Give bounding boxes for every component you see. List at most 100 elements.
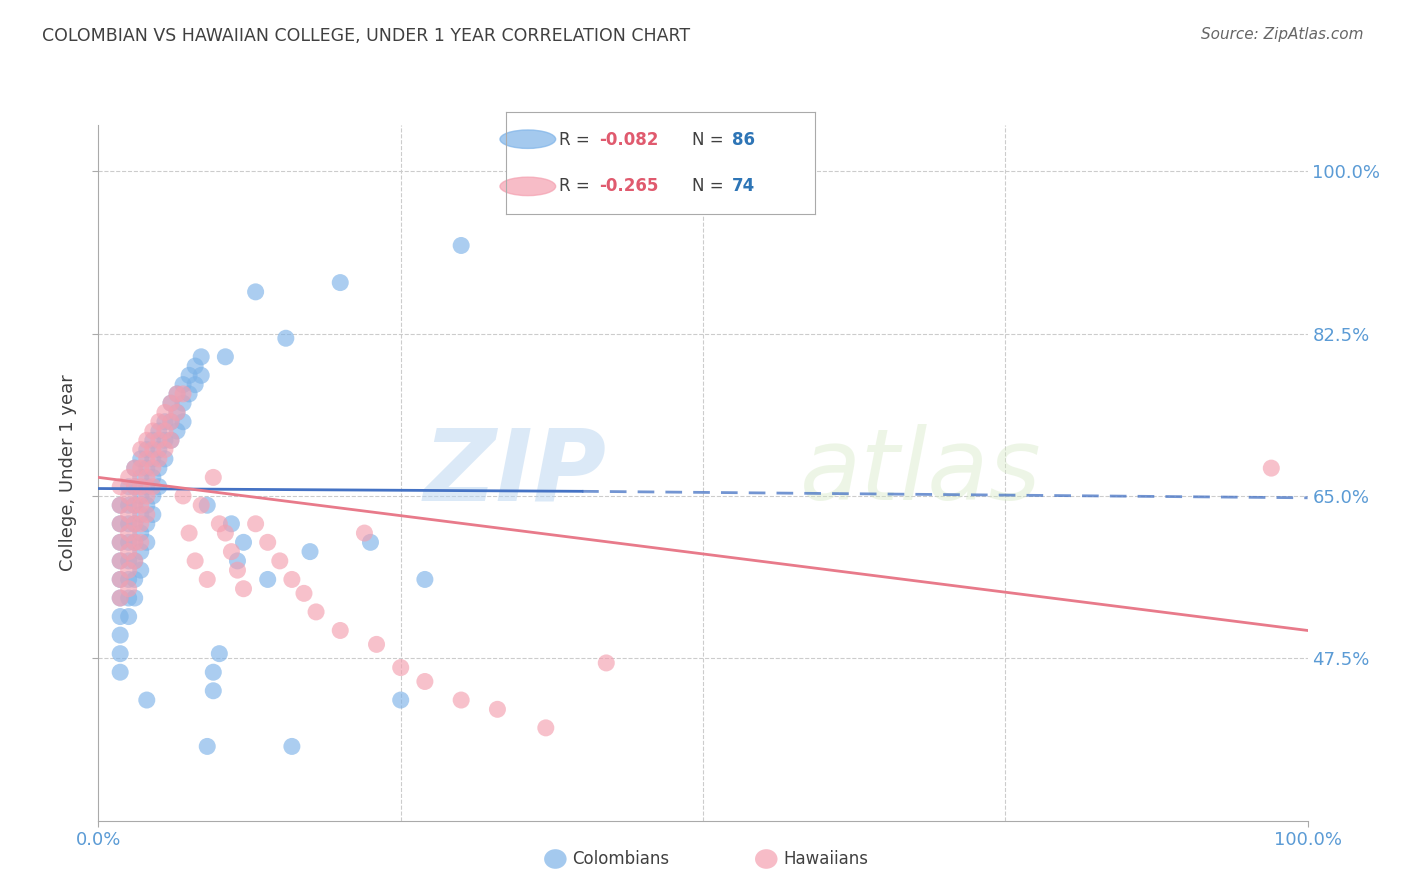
Point — [160, 415, 183, 429]
Point — [108, 591, 131, 605]
Point — [108, 554, 131, 568]
Text: atlas: atlas — [800, 425, 1042, 521]
Point — [281, 739, 304, 754]
Text: N =: N = — [692, 178, 728, 195]
Point — [153, 405, 176, 419]
Point — [124, 461, 146, 475]
Point — [124, 591, 146, 605]
Point — [108, 647, 131, 661]
Point — [195, 573, 218, 587]
Point — [142, 480, 165, 494]
Point — [118, 535, 141, 549]
Text: COLOMBIAN VS HAWAIIAN COLLEGE, UNDER 1 YEAR CORRELATION CHART: COLOMBIAN VS HAWAIIAN COLLEGE, UNDER 1 Y… — [42, 27, 690, 45]
Point — [153, 415, 176, 429]
Point — [108, 665, 131, 680]
Point — [108, 628, 131, 642]
Point — [172, 377, 194, 392]
Point — [202, 470, 225, 484]
Point — [166, 405, 188, 419]
Point — [1260, 461, 1282, 475]
Point — [184, 359, 207, 373]
Point — [208, 516, 231, 531]
Point — [172, 396, 194, 410]
Point — [108, 516, 131, 531]
Text: Hawaiians: Hawaiians — [783, 850, 868, 868]
Point — [118, 526, 141, 541]
Point — [118, 591, 141, 605]
Point — [118, 563, 141, 577]
Point — [135, 442, 157, 457]
Point — [124, 535, 146, 549]
Point — [108, 609, 131, 624]
Point — [118, 582, 141, 596]
Point — [184, 377, 207, 392]
Point — [160, 396, 183, 410]
Point — [142, 470, 165, 484]
Point — [148, 442, 170, 457]
Point — [108, 498, 131, 512]
Point — [135, 470, 157, 484]
Point — [135, 451, 157, 466]
Point — [172, 415, 194, 429]
Point — [366, 637, 388, 651]
Point — [329, 624, 352, 638]
Point — [129, 442, 152, 457]
Point — [135, 434, 157, 448]
Point — [148, 461, 170, 475]
Point — [166, 387, 188, 401]
Circle shape — [501, 178, 555, 195]
Point — [108, 535, 131, 549]
Point — [160, 434, 183, 448]
Point — [129, 480, 152, 494]
Point — [202, 683, 225, 698]
Point — [274, 331, 297, 345]
Point — [148, 424, 170, 438]
Point — [129, 461, 152, 475]
Point — [172, 489, 194, 503]
Point — [135, 461, 157, 475]
Point — [148, 415, 170, 429]
Point — [179, 526, 201, 541]
Point — [292, 586, 315, 600]
Point — [135, 508, 157, 522]
Point — [299, 544, 322, 558]
Point — [221, 544, 243, 558]
Circle shape — [501, 130, 555, 148]
Point — [118, 609, 141, 624]
Point — [129, 516, 152, 531]
Point — [118, 516, 141, 531]
Point — [413, 674, 436, 689]
Point — [450, 238, 472, 252]
Point — [202, 665, 225, 680]
Point — [195, 739, 218, 754]
Point — [135, 498, 157, 512]
Point — [108, 573, 131, 587]
Point — [142, 434, 165, 448]
Point — [389, 693, 412, 707]
Point — [153, 451, 176, 466]
Point — [245, 285, 267, 299]
Point — [190, 350, 212, 364]
Point — [124, 480, 146, 494]
Point — [226, 563, 249, 577]
Point — [142, 461, 165, 475]
Point — [129, 470, 152, 484]
Text: 74: 74 — [733, 178, 755, 195]
Point — [124, 516, 146, 531]
Point — [190, 498, 212, 512]
Point — [245, 516, 267, 531]
Point — [305, 605, 328, 619]
Point — [124, 480, 146, 494]
Point — [166, 424, 188, 438]
Point — [148, 480, 170, 494]
Point — [353, 526, 375, 541]
Point — [129, 489, 152, 503]
Point — [129, 535, 152, 549]
Point — [160, 434, 183, 448]
Point — [118, 498, 141, 512]
Point — [118, 508, 141, 522]
Point — [256, 573, 278, 587]
Point — [118, 489, 141, 503]
Point — [135, 535, 157, 549]
Point — [214, 526, 236, 541]
